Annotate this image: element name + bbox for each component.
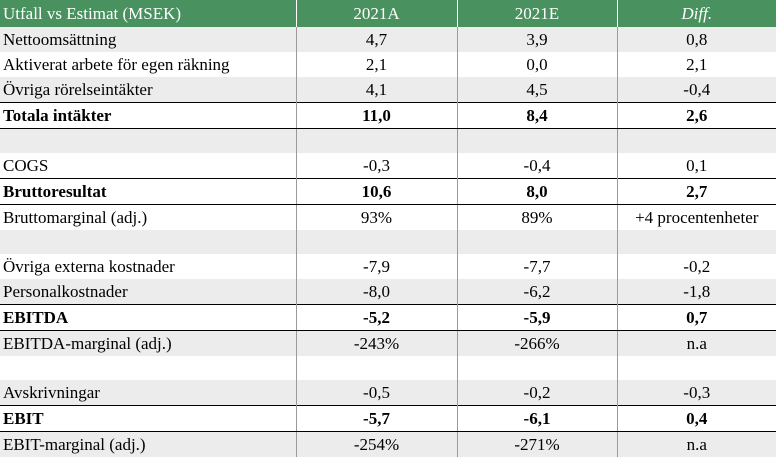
cell-2021e: -0,2: [456, 380, 617, 406]
cell-diff: 0,4: [616, 405, 776, 432]
header-diff: Diff.: [616, 0, 776, 27]
cell-2021a: -0,3: [295, 153, 457, 179]
cell-2021e: -271%: [456, 431, 617, 457]
table-row-totala-intakter: Totala intäkter 11,0 8,4 2,6: [0, 102, 776, 129]
cell-diff: -0,3: [616, 380, 776, 406]
header-2021a: 2021A: [295, 0, 458, 27]
cell-2021a: -7,9: [295, 254, 457, 279]
table-row-spacer: [0, 230, 776, 254]
cell-2021e: -7,7: [456, 254, 617, 279]
table-row-ebitda-marginal: EBITDA-marginal (adj.) -243% -266% n.a: [0, 330, 776, 356]
cell-2021e: -5,9: [456, 304, 617, 331]
table-row-aktiverat-arbete: Aktiverat arbete för egen räkning 2,1 0,…: [0, 52, 776, 77]
cell-diff: -1,8: [616, 279, 776, 305]
row-label: EBIT-marginal (adj.): [0, 431, 296, 457]
cell-diff: 2,7: [616, 178, 776, 205]
cell-diff: n.a: [616, 330, 776, 356]
cell-2021a: -254%: [295, 431, 457, 457]
cell-2021e: -0,4: [456, 153, 617, 179]
row-label: Personalkostnader: [0, 279, 296, 305]
cell-diff: 2,6: [616, 102, 776, 129]
cell-diff: 0,7: [616, 304, 776, 331]
row-label: EBITDA-marginal (adj.): [0, 330, 296, 356]
results-table: Utfall vs Estimat (MSEK) 2021A 2021E Dif…: [0, 0, 776, 457]
row-label: [0, 356, 296, 380]
cell-2021a: 4,1: [295, 77, 457, 103]
cell-2021a: [295, 128, 457, 153]
header-label: Utfall vs Estimat (MSEK): [0, 0, 297, 27]
cell-2021a: -5,7: [295, 405, 457, 432]
cell-2021a: -243%: [295, 330, 457, 356]
cell-2021e: [456, 128, 617, 153]
cell-2021e: [456, 356, 617, 380]
cell-2021a: -5,2: [295, 304, 457, 331]
row-label: Övriga externa kostnader: [0, 254, 296, 279]
table-row-personalkostnader: Personalkostnader -8,0 -6,2 -1,8: [0, 279, 776, 305]
cell-2021e: -266%: [456, 330, 617, 356]
cell-diff: 0,8: [616, 27, 776, 52]
row-label: Aktiverat arbete för egen räkning: [0, 52, 296, 77]
cell-2021a: [295, 230, 457, 254]
cell-2021e: 3,9: [456, 27, 617, 52]
cell-2021a: [295, 356, 457, 380]
table-row-ebitda: EBITDA -5,2 -5,9 0,7: [0, 304, 776, 331]
row-label: [0, 128, 296, 153]
cell-diff: n.a: [616, 431, 776, 457]
table-row-spacer: [0, 128, 776, 153]
cell-diff: 0,1: [616, 153, 776, 179]
row-label: EBITDA: [0, 304, 296, 331]
cell-2021a: 11,0: [295, 102, 457, 129]
table-header-row: Utfall vs Estimat (MSEK) 2021A 2021E Dif…: [0, 0, 776, 27]
cell-diff: -0,4: [616, 77, 776, 103]
cell-diff: +4 procentenheter: [616, 204, 776, 230]
table-row-bruttomarginal: Bruttomarginal (adj.) 93% 89% +4 procent…: [0, 204, 776, 230]
cell-2021e: 4,5: [456, 77, 617, 103]
table-row-ovriga-externa-kostnader: Övriga externa kostnader -7,9 -7,7 -0,2: [0, 254, 776, 279]
cell-2021e: 0,0: [456, 52, 617, 77]
cell-2021a: -8,0: [295, 279, 457, 305]
table-row-ebit: EBIT -5,7 -6,1 0,4: [0, 405, 776, 432]
cell-2021a: 2,1: [295, 52, 457, 77]
cell-2021e: 8,0: [456, 178, 617, 205]
row-label: COGS: [0, 153, 296, 179]
row-label: Avskrivningar: [0, 380, 296, 406]
cell-diff: -0,2: [616, 254, 776, 279]
header-2021e: 2021E: [456, 0, 618, 27]
cell-diff: 2,1: [616, 52, 776, 77]
cell-2021e: [456, 230, 617, 254]
cell-diff: [616, 230, 776, 254]
cell-2021a: 4,7: [295, 27, 457, 52]
cell-2021a: 93%: [295, 204, 457, 230]
table-row-ovriga-rorelseintakter: Övriga rörelseintäkter 4,1 4,5 -0,4: [0, 77, 776, 103]
table-row-spacer: [0, 356, 776, 380]
row-label: Övriga rörelseintäkter: [0, 77, 296, 103]
table-row-avskrivningar: Avskrivningar -0,5 -0,2 -0,3: [0, 380, 776, 406]
cell-2021e: 89%: [456, 204, 617, 230]
table-row-cogs: COGS -0,3 -0,4 0,1: [0, 153, 776, 179]
cell-2021e: -6,2: [456, 279, 617, 305]
table-row-nettoomsattning: Nettoomsättning 4,7 3,9 0,8: [0, 27, 776, 52]
row-label: [0, 230, 296, 254]
row-label: Totala intäkter: [0, 102, 296, 129]
cell-2021e: -6,1: [456, 405, 617, 432]
cell-2021a: -0,5: [295, 380, 457, 406]
cell-diff: [616, 128, 776, 153]
row-label: Bruttoresultat: [0, 178, 296, 205]
cell-2021e: 8,4: [456, 102, 617, 129]
cell-2021a: 10,6: [295, 178, 457, 205]
row-label: Bruttomarginal (adj.): [0, 204, 296, 230]
table-row-bruttoresultat: Bruttoresultat 10,6 8,0 2,7: [0, 178, 776, 205]
row-label: Nettoomsättning: [0, 27, 296, 52]
table-row-ebit-marginal: EBIT-marginal (adj.) -254% -271% n.a: [0, 431, 776, 457]
cell-diff: [616, 356, 776, 380]
row-label: EBIT: [0, 405, 296, 432]
